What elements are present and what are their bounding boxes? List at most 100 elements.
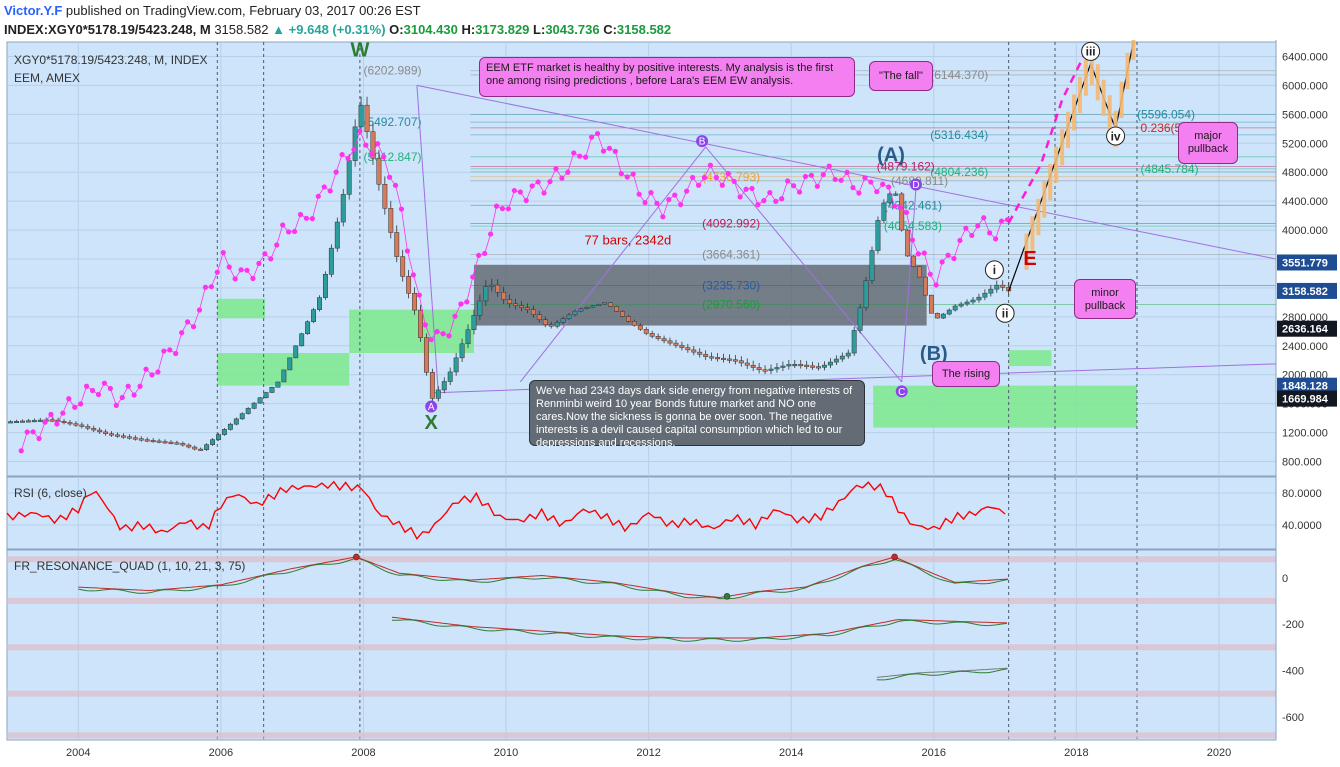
price-candle: [994, 284, 1000, 290]
eem-overlay-point: [18, 448, 24, 454]
price-candle: [721, 357, 726, 360]
price-axis-badge: [1277, 377, 1337, 394]
low-value: 3043.736: [545, 22, 600, 37]
wave-marker-badge: [696, 135, 709, 148]
projected-candle: [1036, 198, 1041, 236]
price-candle: [584, 306, 590, 309]
wave-marker-badge: [425, 400, 438, 413]
time-axis[interactable]: 2004 2006 2008 2010 2012 2014 2016 2018 2020: [7, 40, 1277, 759]
price-candle: [132, 437, 138, 440]
wave-label: D: [912, 180, 919, 191]
time-tick-label: 2012: [636, 747, 660, 759]
price-candle: [394, 232, 400, 257]
price-candle: [833, 358, 839, 363]
price-candle: [79, 424, 85, 427]
resonance-upper-fast: [78, 556, 1009, 599]
price-candle: [952, 305, 958, 311]
price-candle: [934, 313, 940, 319]
price-candle: [923, 276, 928, 296]
price-candle: [346, 160, 352, 195]
price-tick-label: 5200.000: [1282, 138, 1328, 150]
support-zone: [1008, 350, 1052, 367]
wave-label: (A): [877, 144, 905, 166]
support-zone: [940, 385, 1137, 428]
price-axis-badge: [1277, 320, 1337, 337]
price-candle: [263, 392, 269, 399]
rsi-tick-label: 80.0000: [1282, 488, 1322, 500]
price-candle: [970, 299, 976, 303]
wave-marker-badge: [909, 178, 922, 191]
chart-canvas[interactable]: 800.0001200.0001600.0002000.0002400.0002…: [0, 40, 1340, 767]
price-candle: [905, 229, 911, 257]
price-candle: [946, 309, 952, 315]
trend-line: [519, 146, 707, 383]
fib-level-label: (4092.992): [702, 216, 760, 230]
price-candle: [851, 330, 857, 354]
price-candle: [774, 367, 780, 370]
price-axis-badge: [1277, 254, 1337, 271]
price-candle: [798, 364, 804, 367]
price-candle: [744, 362, 750, 366]
resonance-pane[interactable]: 0 -200 -400 -600: [6, 549, 1304, 741]
price-candle: [221, 429, 227, 435]
note-minor-pullback[interactable]: minor pullback: [1074, 279, 1136, 319]
price-candle: [275, 381, 281, 388]
price-candle: [786, 364, 792, 367]
price-candle: [536, 314, 542, 320]
price-candle: [471, 315, 477, 330]
main-price-pane[interactable]: 800.0001200.0001600.0002000.0002400.0002…: [6, 40, 1337, 477]
price-candle: [174, 442, 180, 445]
price-candle: [477, 300, 483, 316]
price-candle: [810, 365, 816, 368]
rsi-tick-label: 40.0000: [1282, 520, 1322, 532]
fib-level-label: (5492.707): [363, 115, 421, 129]
price-candle: [804, 364, 810, 367]
price-candle: [8, 421, 14, 424]
price-candle: [418, 309, 423, 338]
price-candle: [73, 423, 79, 426]
price-axis-badge: [1277, 282, 1337, 299]
price-candle: [780, 365, 786, 368]
note-the-rising[interactable]: The rising: [932, 361, 1000, 387]
projected-candle: [1077, 76, 1082, 114]
wave-label: B: [699, 137, 706, 148]
price-candle: [210, 439, 216, 445]
price-candle: [115, 434, 120, 437]
price-candle: [233, 418, 239, 425]
price-candle: [988, 288, 994, 294]
price-candle: [893, 193, 899, 196]
price-candle: [97, 429, 103, 433]
trend-line: [416, 85, 439, 393]
note-major-pullback[interactable]: major pullback: [1178, 122, 1238, 164]
last-price: 3158.582: [214, 22, 269, 37]
price-candle: [625, 316, 631, 322]
price-candle: [637, 325, 643, 330]
price-change: +9.648 (+0.31%): [288, 22, 386, 37]
fib-level-label: (4804.236): [930, 165, 988, 179]
price-candle: [31, 420, 37, 423]
price-candle: [340, 194, 346, 223]
projected-candle: [1042, 181, 1047, 218]
resonance-lower-fast: [391, 616, 1007, 639]
wave-marker-circle: [1081, 41, 1101, 61]
price-candle: [103, 431, 109, 434]
price-candle: [726, 358, 732, 361]
author-name[interactable]: Victor.Y.F: [4, 3, 63, 18]
rsi-line: [6, 480, 1006, 541]
price-candle: [287, 357, 293, 371]
resonance-upper-slow: [78, 557, 1009, 600]
price-candle: [869, 250, 875, 281]
rsi-pane[interactable]: 80.0000 40.0000: [6, 476, 1322, 550]
price-candle: [750, 364, 756, 368]
note-the-fall[interactable]: "The fall": [869, 61, 933, 91]
price-candle: [691, 349, 697, 353]
price-candle: [192, 446, 198, 450]
bars-count-label: 77 bars, 2342d: [584, 233, 671, 248]
projected-candle: [1060, 129, 1065, 166]
wave-label: E: [1023, 248, 1036, 270]
note-eem-healthy[interactable]: EEM ETF market is healthy by positive in…: [479, 57, 855, 97]
price-tick-label: 2400.000: [1282, 341, 1328, 353]
price-candle: [590, 305, 596, 308]
wave-marker-circle: [1106, 126, 1126, 146]
note-negative-interests[interactable]: We've had 2343 days dark side energy fro…: [529, 380, 865, 449]
